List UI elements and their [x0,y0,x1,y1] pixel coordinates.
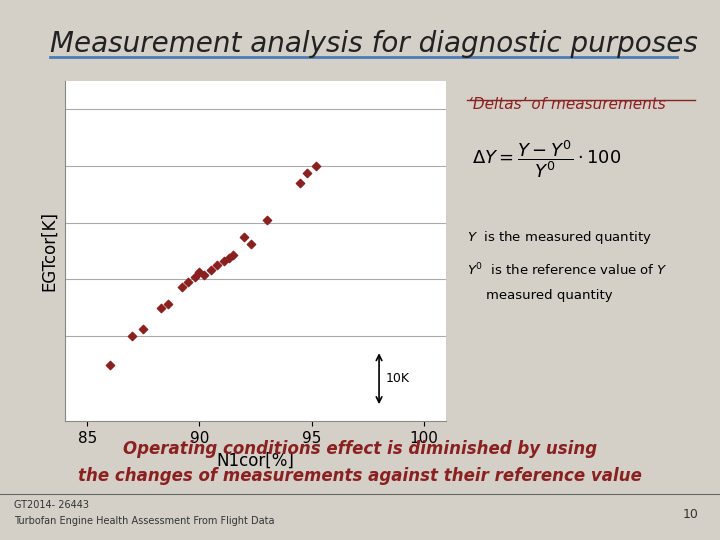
Point [223,254,235,262]
Text: Operating conditions effect is diminished by using: Operating conditions effect is diminishe… [123,440,597,458]
Point [104,360,115,369]
Point [302,169,313,178]
Text: Turbofan Engine Health Assessment From Flight Data: Turbofan Engine Health Assessment From F… [14,516,275,526]
Point [228,251,239,260]
Text: the changes of measurements against their reference value: the changes of measurements against thei… [78,467,642,485]
Text: Measurement analysis for diagnostic purposes: Measurement analysis for diagnostic purp… [50,30,698,58]
Text: measured quantity: measured quantity [486,289,613,302]
Point [176,282,187,291]
Point [198,271,210,280]
Point [294,179,306,187]
Point [246,240,257,248]
Text: $\mathit{Y^0}$  is the reference value of $\mathit{Y}$: $\mathit{Y^0}$ is the reference value of… [467,262,667,279]
X-axis label: N1cor[%]: N1cor[%] [217,451,294,469]
Point [127,332,138,341]
Y-axis label: EGTcor[K]: EGTcor[K] [40,211,58,291]
Text: ‘Deltas’ of measurements: ‘Deltas’ of measurements [468,97,666,112]
Point [194,268,205,276]
Text: GT2014- 26443: GT2014- 26443 [14,500,89,510]
Point [162,299,174,308]
Point [261,215,273,224]
Point [138,325,149,333]
Text: $\mathit{Y}$  is the measured quantity: $\mathit{Y}$ is the measured quantity [467,230,652,246]
Point [205,265,217,274]
Point [189,272,201,281]
Point [218,256,230,265]
Point [212,261,223,269]
Text: $\Delta Y = \dfrac{Y - Y^0}{Y^0} \cdot 100$: $\Delta Y = \dfrac{Y - Y^0}{Y^0} \cdot 1… [472,138,621,179]
Text: 10: 10 [683,508,698,521]
Point [156,303,167,312]
Point [182,278,194,287]
Text: 10K: 10K [386,372,410,385]
Point [238,233,250,241]
Point [310,162,322,171]
